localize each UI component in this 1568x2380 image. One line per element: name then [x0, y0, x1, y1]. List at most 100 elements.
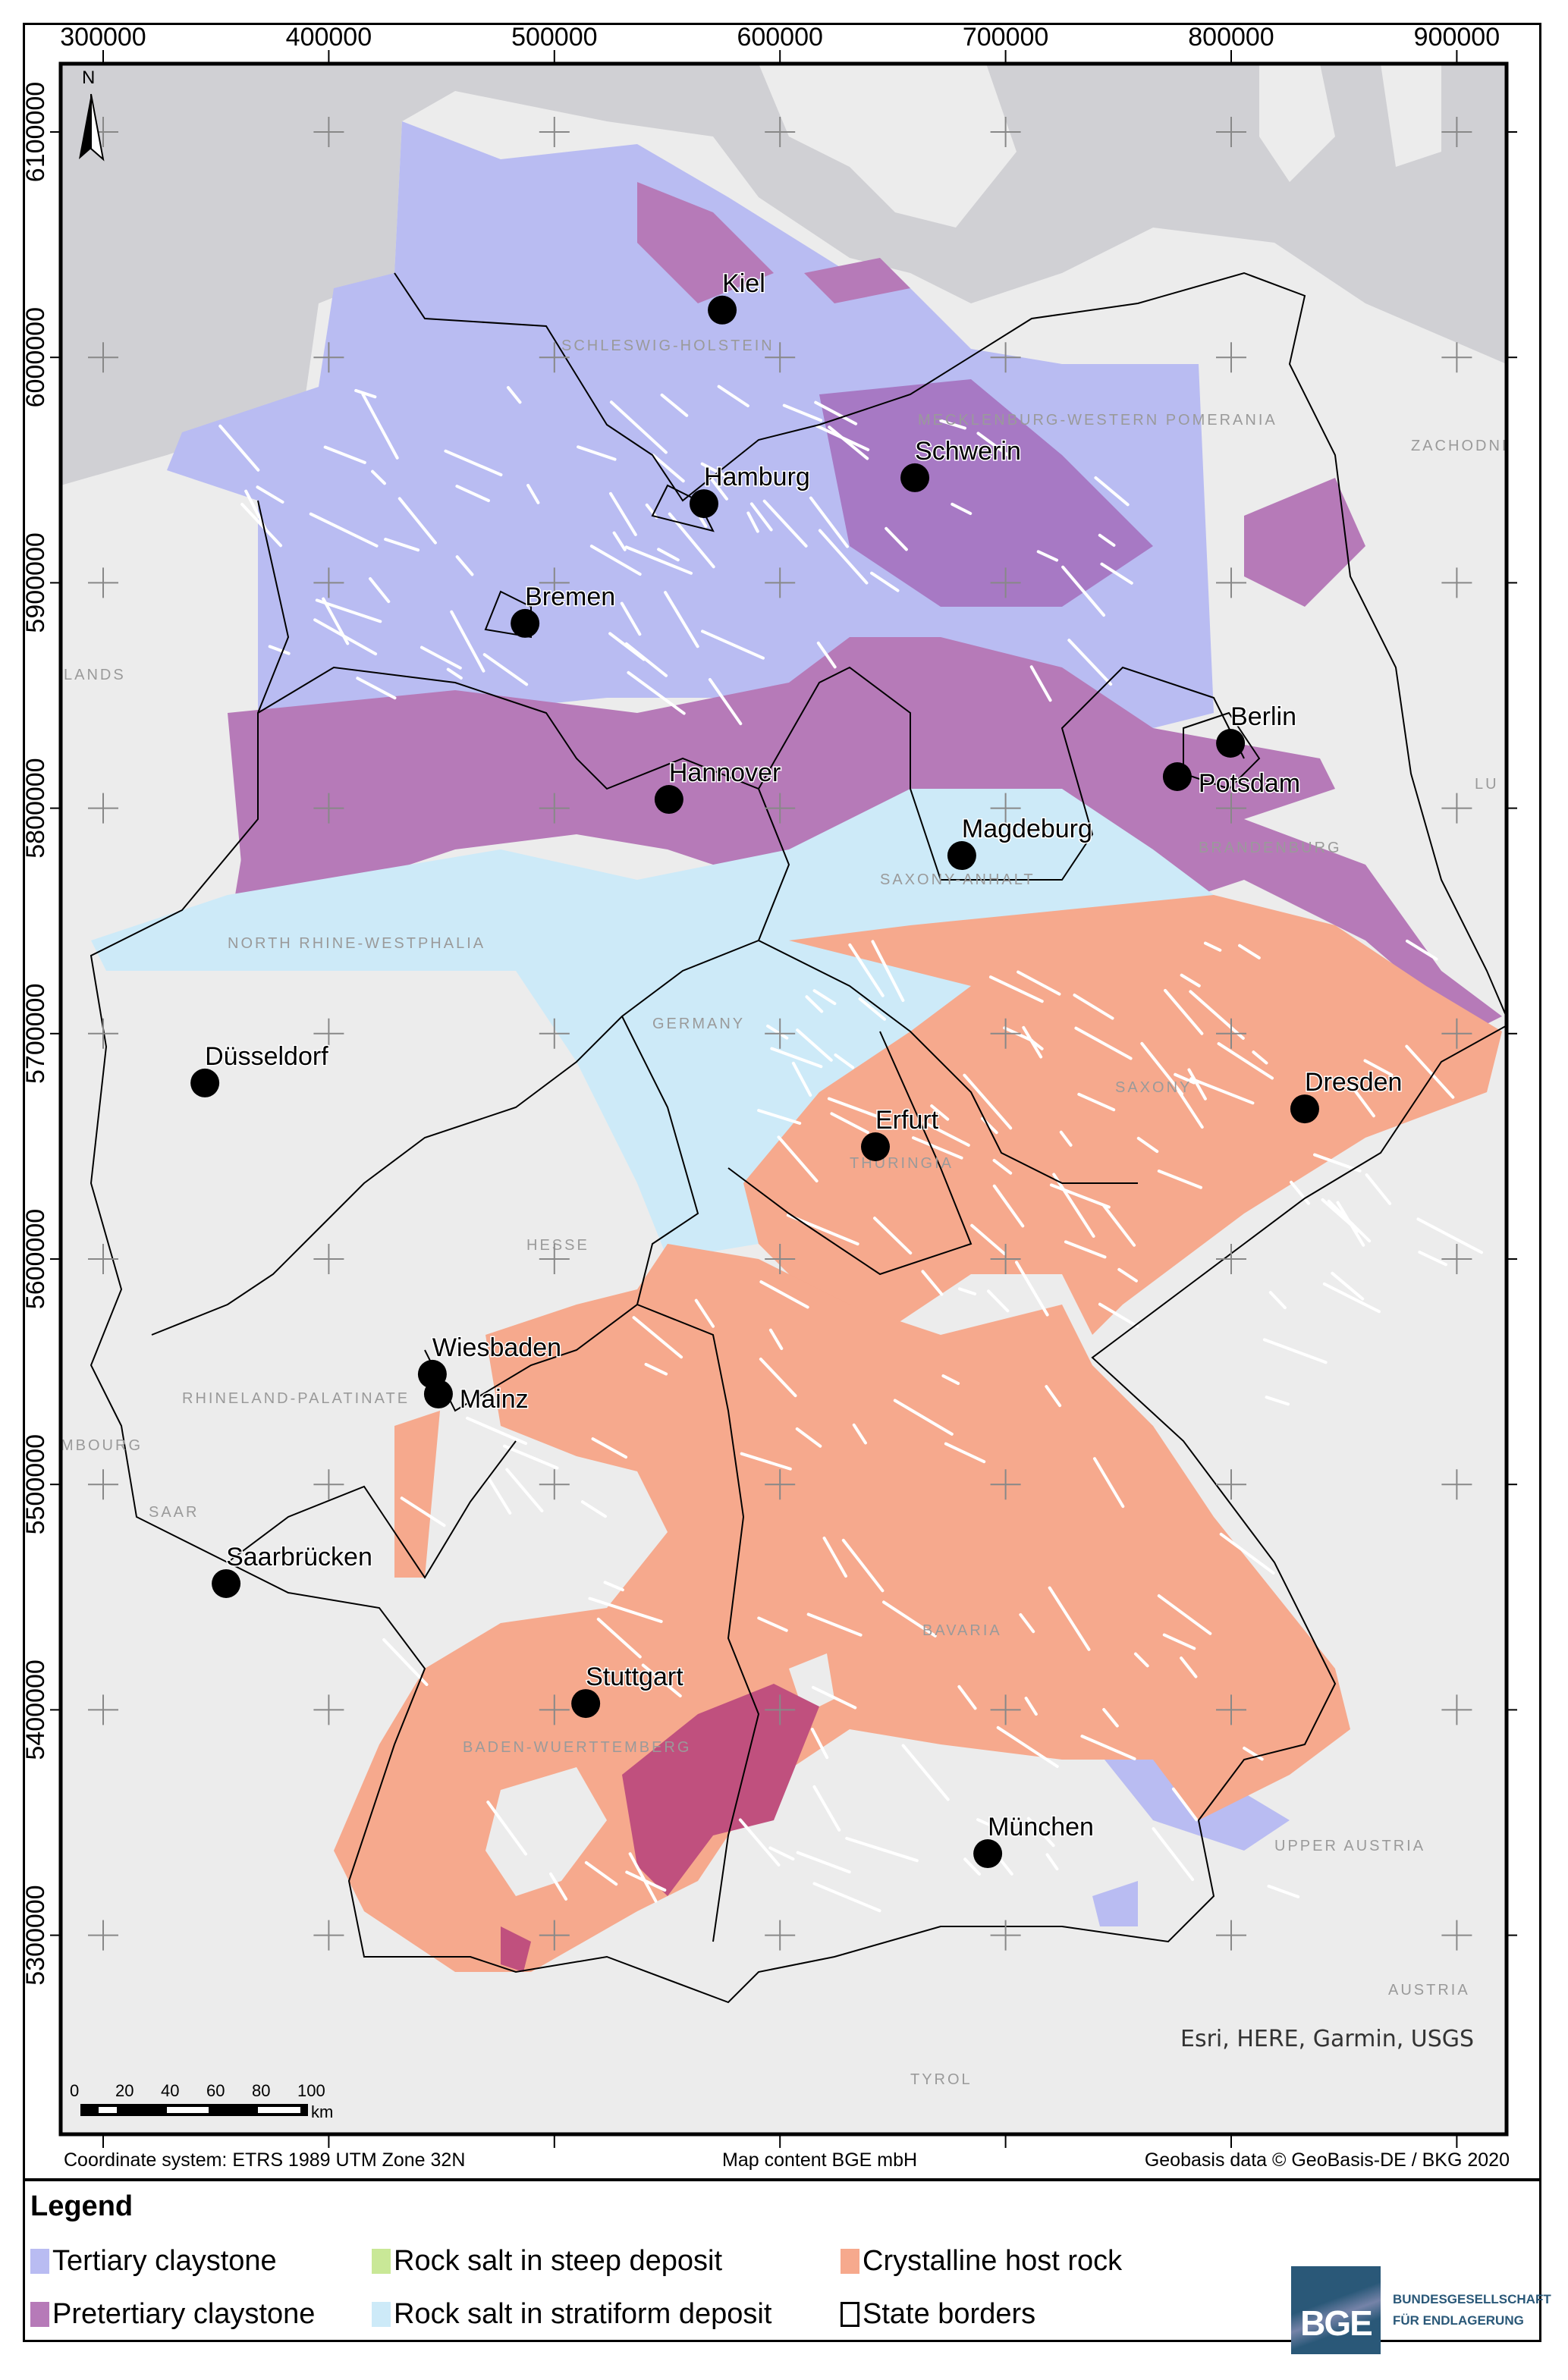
city-berlin[interactable]: Berlin	[1216, 702, 1298, 758]
streak	[384, 538, 420, 552]
city-potsdam[interactable]: Potsdam	[1162, 761, 1302, 799]
grid-cross	[1216, 1694, 1246, 1725]
city-marker-icon	[212, 1568, 241, 1598]
city-dresden[interactable]: Dresden	[1290, 1067, 1403, 1124]
streak	[941, 1374, 960, 1386]
grid-cross	[990, 1920, 1021, 1951]
city-erfurt[interactable]: Erfurt	[861, 1104, 940, 1161]
streak	[870, 571, 900, 592]
streak	[603, 1581, 624, 1592]
city-label: Bremen	[525, 582, 615, 611]
streak	[609, 491, 637, 536]
streak	[816, 641, 837, 669]
streak	[1290, 1180, 1311, 1205]
streak	[1180, 1656, 1198, 1678]
north-label: N	[82, 68, 95, 88]
streak	[1049, 1183, 1111, 1209]
map[interactable]: LANDS SCHLESWIG-HOLSTEIN MECKLENBURG-WES…	[0, 0, 1568, 2177]
city-label: Stuttgart	[586, 1663, 683, 1691]
crystalline-host-rock-west	[394, 1411, 440, 1578]
svg-text:SAXONY: SAXONY	[1115, 1079, 1192, 1096]
streak	[796, 1851, 851, 1874]
rock-streaks	[218, 385, 1484, 1913]
svg-text:GERMANY: GERMANY	[652, 1016, 745, 1032]
svg-text:TYROL: TYROL	[910, 2071, 973, 2088]
grid-cross	[765, 1469, 796, 1500]
city-hamburg[interactable]: Hamburg	[689, 462, 811, 519]
grid-cross	[313, 1469, 344, 1500]
streak	[921, 1270, 944, 1296]
streak	[944, 1442, 986, 1464]
legend-swatch	[30, 2302, 49, 2327]
city-wiesbaden[interactable]: Wiesbaden	[417, 1332, 563, 1389]
city-magdeburg[interactable]: Magdeburg	[947, 814, 1093, 871]
y-tick-label: 5900000	[21, 532, 50, 633]
cities: Kiel Hamburg Schwerin Bremen Berlin Potsdam Ha…	[190, 268, 1403, 1869]
streak	[641, 1663, 682, 1698]
city-marker-icon	[973, 1839, 1003, 1869]
streak	[759, 1357, 797, 1398]
streak	[577, 445, 617, 461]
x-tick-label: 500000	[511, 23, 597, 52]
x-tick-label: 400000	[286, 23, 372, 52]
grid-cross	[990, 1244, 1021, 1274]
streak	[809, 496, 849, 548]
city-saarbrücken[interactable]: Saarbrücken	[212, 1541, 373, 1598]
city-label: Dresden	[1305, 1068, 1403, 1097]
streak	[1416, 1217, 1484, 1254]
city-hannover[interactable]: Hannover	[654, 758, 782, 815]
streak	[645, 503, 658, 520]
streak	[486, 1476, 512, 1515]
grid-cross	[313, 1694, 344, 1725]
y-tick-label: 5500000	[21, 1434, 50, 1534]
streak	[1267, 1884, 1300, 1898]
city-düsseldorf[interactable]: Düsseldorf	[190, 1041, 330, 1097]
city-label: Potsdam	[1199, 769, 1300, 798]
y-tick-label: 6100000	[21, 82, 50, 182]
city-label: München	[988, 1813, 1094, 1842]
city-marker-icon	[900, 463, 930, 492]
city-kiel[interactable]: Kiel	[708, 268, 766, 325]
city-marker-icon	[571, 1689, 601, 1719]
y-tick-label: 5700000	[21, 984, 50, 1084]
x-tick-label: 300000	[60, 23, 146, 52]
streak	[922, 1121, 970, 1147]
city-marker-icon	[423, 1380, 453, 1409]
streak	[632, 1316, 683, 1359]
basemap-labels: LANDS SCHLESWIG-HOLSTEIN MECKLENBURG-WES…	[61, 338, 1507, 2088]
streak	[628, 1852, 658, 1903]
streak	[871, 940, 905, 1003]
streak	[612, 531, 627, 551]
streak	[1331, 1271, 1365, 1301]
streak	[652, 454, 685, 483]
streak	[738, 1818, 781, 1867]
streak	[1017, 970, 1061, 996]
grid-cross	[1216, 1469, 1246, 1500]
grid-cross	[88, 1244, 118, 1274]
city-schwerin[interactable]: Schwerin	[900, 435, 1022, 492]
streak	[1100, 562, 1133, 585]
legend-item-crystalline: Crystalline host rock	[841, 2245, 1122, 2278]
streak	[770, 1047, 823, 1069]
x-tick-label: 900000	[1414, 23, 1500, 52]
city-marker-icon	[190, 1068, 220, 1097]
streak	[446, 667, 463, 680]
svg-text:BAVARIA: BAVARIA	[922, 1622, 1002, 1639]
grid-cross	[88, 567, 118, 598]
streak	[609, 400, 668, 454]
grid-cross	[990, 567, 1021, 598]
streak	[992, 1184, 1025, 1228]
grid-cross	[990, 1018, 1021, 1049]
grid-cross	[88, 1469, 118, 1500]
city-bremen[interactable]: Bremen	[511, 581, 617, 638]
city-stuttgart[interactable]: Stuttgart	[571, 1662, 685, 1719]
scale-label: 20	[115, 2081, 134, 2100]
streak	[1026, 1816, 1055, 1848]
legend-swatch	[372, 2249, 391, 2274]
streak	[657, 548, 680, 562]
streak	[996, 1725, 1059, 1769]
city-mainz[interactable]: Mainz	[423, 1380, 529, 1415]
grid-cross	[313, 1920, 344, 1951]
streak	[1363, 1059, 1394, 1077]
city-münchen[interactable]: München	[973, 1812, 1095, 1869]
